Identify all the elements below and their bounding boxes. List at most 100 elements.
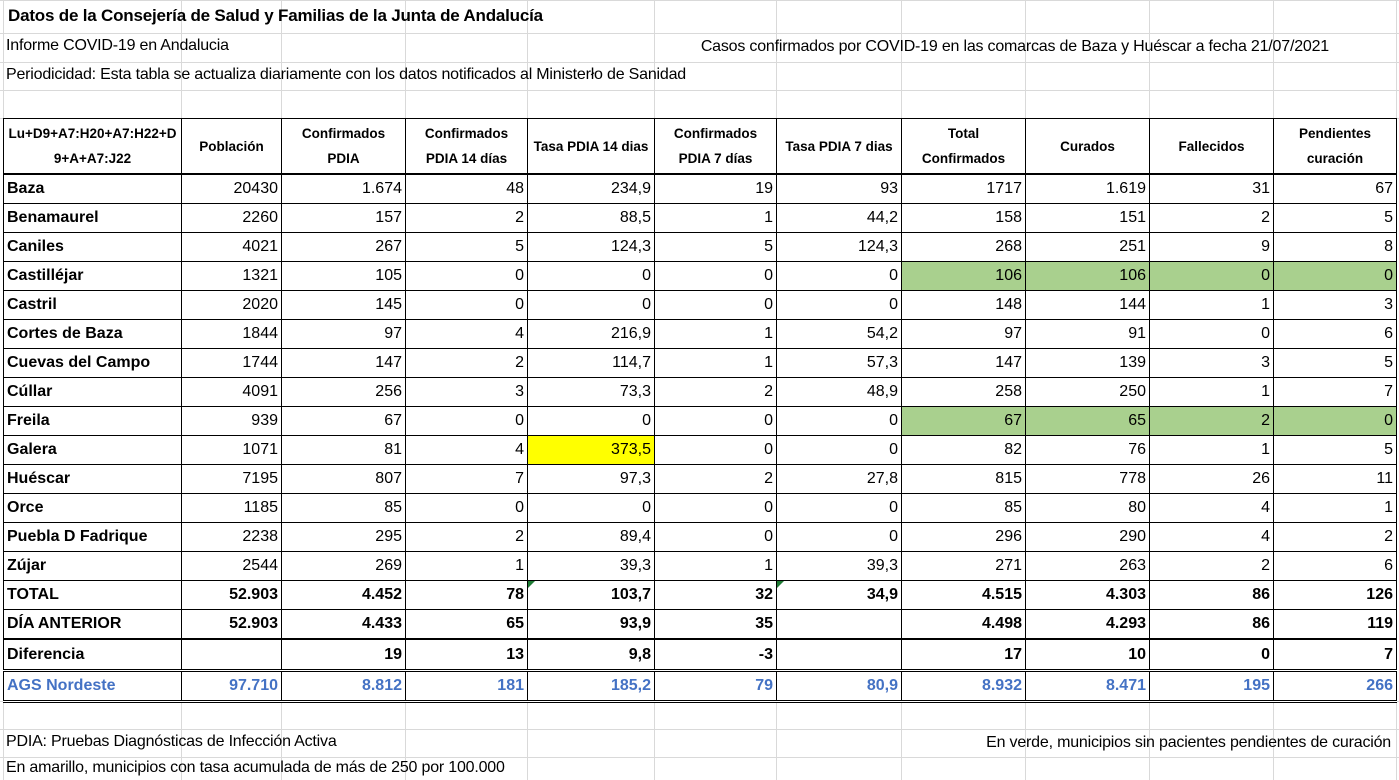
table-cell[interactable]: 151 [1025,203,1150,233]
table-cell[interactable]: 258 [901,377,1026,407]
table-cell[interactable]: 103,7 [527,580,655,610]
table-cell[interactable]: 3 [1149,348,1274,378]
table-cell[interactable]: 97 [901,319,1026,349]
table-cell[interactable]: 48,9 [776,377,902,407]
table-cell[interactable]: 2238 [181,522,282,552]
table-cell[interactable]: 807 [281,464,406,494]
column-header[interactable]: Fallecidos [1149,118,1274,175]
table-cell[interactable]: 13 [405,638,528,671]
table-cell[interactable]: 2 [1273,522,1397,552]
table-cell[interactable]: 290 [1025,522,1150,552]
table-cell[interactable]: 1321 [181,261,282,291]
table-cell[interactable]: 148 [901,290,1026,320]
table-cell[interactable]: 0 [776,522,902,552]
table-cell[interactable]: 26 [1149,464,1274,494]
table-cell[interactable]: 97 [281,319,406,349]
table-cell[interactable]: 1 [405,551,528,581]
column-header[interactable]: Población [181,118,282,175]
column-header[interactable]: Lu+D9+A7:H20+A7:H22+D9+A+A7:J22 [3,118,182,175]
table-cell[interactable]: 73,3 [527,377,655,407]
row-label[interactable]: Freila [3,406,182,436]
table-cell[interactable]: 2 [1149,203,1274,233]
table-cell[interactable]: 10 [1025,638,1150,671]
table-cell[interactable]: 0 [654,522,777,552]
table-cell[interactable]: 7 [1273,377,1397,407]
table-cell[interactable]: 0 [654,290,777,320]
table-cell[interactable]: 31 [1149,173,1274,204]
table-cell[interactable]: 86 [1149,580,1274,610]
row-label[interactable]: Huéscar [3,464,182,494]
table-cell[interactable]: 27,8 [776,464,902,494]
column-header[interactable]: Pendientes curación [1273,118,1397,175]
table-cell[interactable]: 4091 [181,377,282,407]
table-cell[interactable]: 4.452 [281,580,406,610]
table-cell[interactable]: 79 [654,669,777,703]
table-cell[interactable]: 139 [1025,348,1150,378]
table-cell[interactable]: 86 [1149,609,1274,640]
table-cell[interactable]: 85 [281,493,406,523]
table-cell[interactable]: 0 [1273,261,1397,291]
table-cell[interactable]: 6 [1273,319,1397,349]
table-cell[interactable]: 0 [527,261,655,291]
table-cell[interactable]: 52.903 [181,580,282,610]
table-cell[interactable] [776,609,902,640]
table-cell[interactable]: 0 [527,406,655,436]
table-cell[interactable]: 32 [654,580,777,610]
table-cell[interactable]: 8.812 [281,669,406,703]
table-cell[interactable]: 147 [281,348,406,378]
table-cell[interactable]: 1 [1273,493,1397,523]
table-cell[interactable]: 2 [654,464,777,494]
table-cell[interactable]: 271 [901,551,1026,581]
table-cell[interactable]: 91 [1025,319,1150,349]
table-cell[interactable]: 144 [1025,290,1150,320]
table-cell[interactable]: 3 [405,377,528,407]
table-cell[interactable]: 93,9 [527,609,655,640]
table-cell[interactable]: 34,9 [776,580,902,610]
table-cell[interactable]: 3 [1273,290,1397,320]
table-cell[interactable]: 939 [181,406,282,436]
table-cell[interactable]: 97,3 [527,464,655,494]
table-cell[interactable]: 0 [776,435,902,465]
row-label[interactable]: Benamaurel [3,203,182,233]
table-cell[interactable]: 4.293 [1025,609,1150,640]
table-cell[interactable]: 65 [1025,406,1150,436]
table-cell[interactable]: 0 [1149,261,1274,291]
table-cell[interactable]: 1 [654,319,777,349]
table-cell[interactable]: 8.471 [1025,669,1150,703]
table-cell[interactable]: 269 [281,551,406,581]
table-cell[interactable]: 5 [1273,348,1397,378]
row-label[interactable]: Baza [3,173,182,204]
table-cell[interactable]: 124,3 [527,232,655,262]
row-label[interactable]: Cuevas del Campo [3,348,182,378]
table-cell[interactable]: 0 [1149,638,1274,671]
table-cell[interactable]: -3 [654,638,777,671]
table-cell[interactable]: 9,8 [527,638,655,671]
table-cell[interactable]: 126 [1273,580,1397,610]
table-cell[interactable]: 0 [776,290,902,320]
table-cell[interactable]: 1185 [181,493,282,523]
table-cell[interactable]: 373,5 [527,435,655,465]
column-header[interactable]: Tasa PDIA 7 dias [776,118,902,175]
table-cell[interactable]: 39,3 [776,551,902,581]
green-footnote[interactable]: En verde, municipios sin pacientes pendi… [986,734,1391,751]
table-cell[interactable]: 234,9 [527,173,655,204]
table-cell[interactable]: 216,9 [527,319,655,349]
column-header[interactable]: Curados [1025,118,1150,175]
table-cell[interactable]: 145 [281,290,406,320]
table-cell[interactable]: 4.498 [901,609,1026,640]
table-cell[interactable]: 4 [405,319,528,349]
row-label[interactable]: Castilléjar [3,261,182,291]
table-cell[interactable]: 93 [776,173,902,204]
table-cell[interactable]: 1 [1149,435,1274,465]
table-cell[interactable]: 7195 [181,464,282,494]
table-cell[interactable]: 1071 [181,435,282,465]
row-label[interactable]: Castril [3,290,182,320]
table-cell[interactable]: 251 [1025,232,1150,262]
table-cell[interactable]: 2020 [181,290,282,320]
row-label[interactable]: TOTAL [3,580,182,610]
table-cell[interactable]: 0 [405,261,528,291]
table-cell[interactable]: 20430 [181,173,282,204]
table-cell[interactable]: 0 [527,493,655,523]
table-cell[interactable]: 263 [1025,551,1150,581]
table-cell[interactable]: 80,9 [776,669,902,703]
